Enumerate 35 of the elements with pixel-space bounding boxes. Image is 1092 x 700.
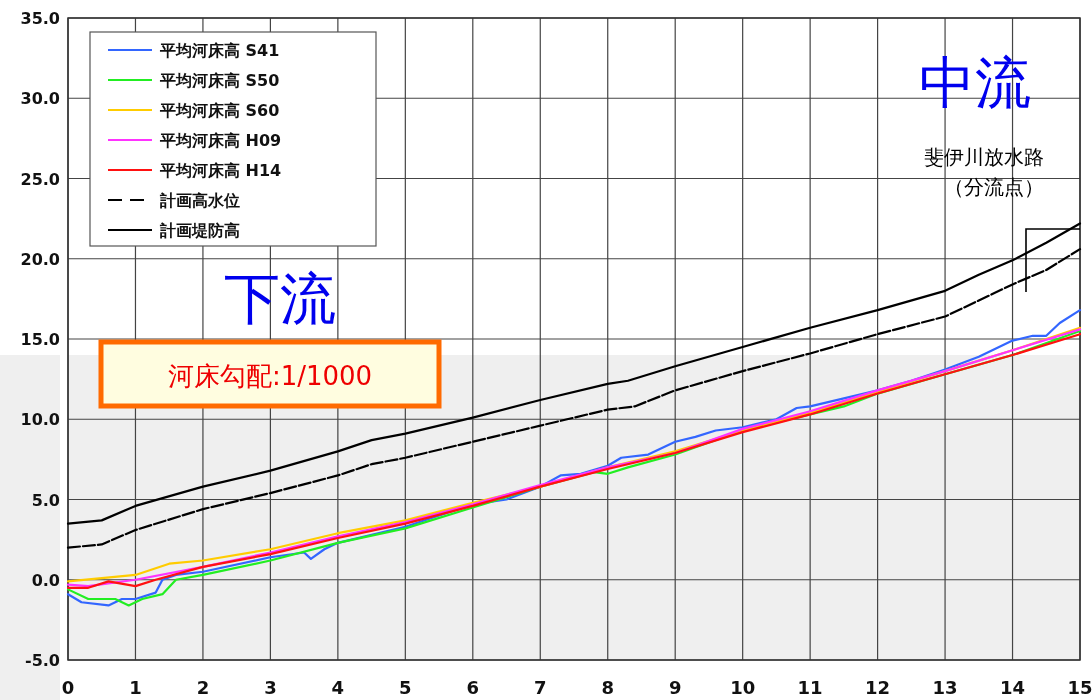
y-tick-label: 25.0 xyxy=(20,169,60,189)
y-tick-label: 30.0 xyxy=(20,89,60,109)
x-tick-label: 13 xyxy=(932,677,958,698)
x-tick-label: 15 xyxy=(1067,677,1092,698)
x-tick-label: 10 xyxy=(730,677,756,698)
y-tick-label: 35.0 xyxy=(20,9,60,28)
y-tick-label: -5.0 xyxy=(25,651,60,670)
legend-label: 平均河床高 S41 xyxy=(159,41,280,60)
x-tick-label: 5 xyxy=(399,677,412,698)
x-tick-label: 2 xyxy=(196,677,210,698)
x-tick-label: 0 xyxy=(61,677,75,698)
legend-label: 平均河床高 S50 xyxy=(159,71,280,90)
x-tick-label: 1 xyxy=(129,677,142,698)
annotation: 河床勾配:1/1000 xyxy=(167,361,373,391)
x-tick-label: 14 xyxy=(1000,677,1026,698)
legend-label: 平均河床高 S60 xyxy=(159,101,280,120)
x-tick-label: 3 xyxy=(264,677,277,698)
x-tick-label: 6 xyxy=(466,677,480,698)
y-tick-label: 10.0 xyxy=(20,410,60,430)
y-tick-label: 5.0 xyxy=(31,490,60,510)
x-tick-label: 9 xyxy=(668,677,682,698)
y-tick-label: 0.0 xyxy=(31,570,60,590)
x-tick-label: 8 xyxy=(601,677,614,698)
legend-label: 計画高水位 xyxy=(159,191,240,210)
x-tick-label: 12 xyxy=(865,677,891,698)
legend-label: 平均河床高 H14 xyxy=(159,161,282,180)
legend-label: 平均河床高 H09 xyxy=(159,131,282,150)
y-tick-label: 15.0 xyxy=(20,330,60,349)
y-tick-label: 20.0 xyxy=(20,249,60,269)
line-series xyxy=(66,248,1082,549)
line-series xyxy=(66,222,1082,525)
x-tick-label: 7 xyxy=(534,677,547,698)
x-tick-label: 11 xyxy=(797,677,823,698)
x-tick-label: 4 xyxy=(331,677,345,698)
legend-label: 計画堤防高 xyxy=(159,221,240,240)
